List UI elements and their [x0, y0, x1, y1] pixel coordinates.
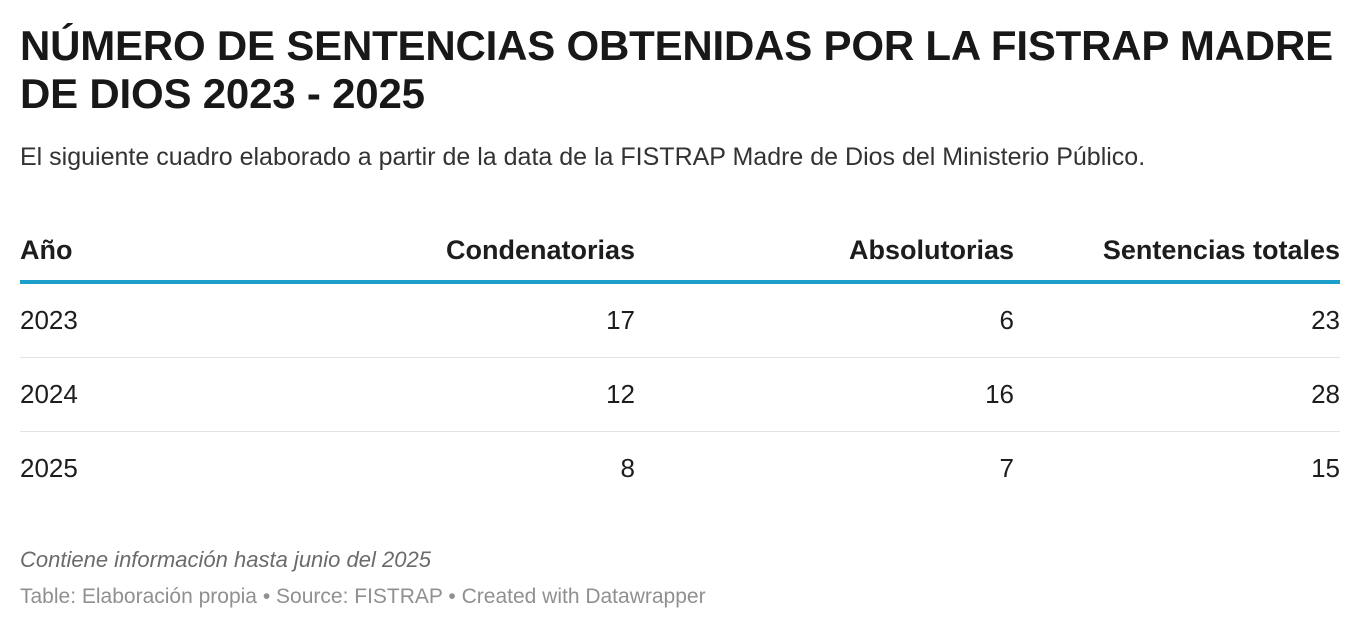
cell-year: 2025 — [20, 453, 78, 483]
footer-source-link[interactable]: Source: FISTRAP — [276, 585, 443, 608]
cell-absolutorias: 6 — [635, 282, 1014, 358]
chart-subtitle: El siguiente cuadro elaborado a partir d… — [20, 143, 1146, 171]
cell-condenatorias: 12 — [320, 357, 635, 432]
cell-sentencias-totales: 28 — [1014, 357, 1340, 432]
cell-sentencias-totales: 15 — [1311, 453, 1340, 483]
footer-separator: • — [262, 585, 271, 608]
cell-absolutorias: 16 — [635, 357, 1014, 432]
column-header-sentencias-totales[interactable]: Sentencias totales — [1014, 220, 1340, 284]
cell-condenatorias: 17 — [320, 282, 635, 358]
footer-table-label: Table: Elaboración propia — [20, 585, 257, 608]
table-row: 2023 17 6 23 — [20, 282, 1340, 358]
cell-year: 2024 — [20, 357, 320, 432]
cell-absolutorias: 7 — [999, 453, 1014, 483]
column-header-condenatorias[interactable]: Condenatorias — [320, 220, 635, 284]
chart-title: NÚMERO DE SENTENCIAS OBTENIDAS POR LA FI… — [20, 22, 1333, 117]
table-row: 2024 12 16 28 — [20, 357, 1340, 432]
table-row: 2025 8 7 15 — [20, 432, 1340, 506]
chart-footer: Table: Elaboración propia • Source: FIST… — [20, 584, 706, 610]
footer-datawrapper-link[interactable]: Created with Datawrapper — [461, 585, 706, 608]
table-header-row: Año Condenatorias Absolutorias Sentencia… — [20, 220, 1340, 284]
sentences-table: Año Condenatorias Absolutorias Sentencia… — [20, 220, 1340, 505]
cell-condenatorias: 8 — [620, 453, 635, 483]
cell-year: 2023 — [20, 282, 320, 358]
chart-note: Contiene información hasta junio del 202… — [20, 547, 431, 572]
footer-separator: • — [448, 585, 456, 608]
cell-sentencias-totales: 23 — [1014, 282, 1340, 358]
column-header-year[interactable]: Año — [20, 220, 320, 284]
column-header-absolutorias[interactable]: Absolutorias — [635, 220, 1014, 284]
